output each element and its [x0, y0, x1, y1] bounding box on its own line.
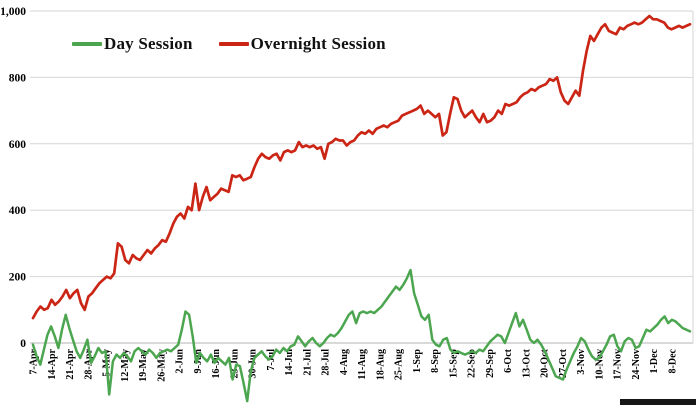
x-axis-tick-label: 29-Sep: [485, 349, 496, 378]
x-axis-tick-label: 8-Sep: [430, 349, 441, 373]
x-axis-tick-label: 6-Oct: [503, 348, 514, 373]
y-axis-tick-label: 1,000: [0, 6, 26, 18]
x-axis-tick-label: 26-May: [156, 349, 167, 382]
x-axis-tick-label: 4-Aug: [339, 349, 350, 375]
x-axis-tick-label: 18-Aug: [375, 349, 386, 380]
x-axis-tick-label: 17-Nov: [613, 349, 624, 380]
x-axis-tick-label: 27-Oct: [558, 348, 569, 378]
x-axis-tick-label: 7-Apr: [29, 348, 40, 374]
y-axis-tick-label: 800: [9, 72, 27, 84]
y-axis-tick-label: 200: [9, 272, 27, 284]
legend-item-overnight-session: Overnight Session: [218, 34, 386, 54]
x-axis-tick-label: 15-Sep: [448, 349, 459, 378]
y-axis-tick-label: 600: [9, 139, 27, 151]
y-axis-tick-label: 400: [9, 205, 27, 217]
x-axis-tick-label: 12-May: [120, 349, 131, 382]
x-axis-tick-label: 21-Jul: [302, 349, 313, 376]
x-axis-tick-label: 1-Dec: [649, 348, 660, 373]
x-axis-tick-label: 2-Jun: [175, 349, 186, 374]
watermark-bar: [620, 399, 696, 405]
x-axis-tick-label: 13-Oct: [521, 348, 532, 378]
day-session-line-swatch: [72, 42, 102, 46]
overnight-session-line: [31, 14, 692, 320]
x-axis-tick-label: 21-Apr: [65, 348, 76, 379]
x-axis-tick-label: 22-Sep: [467, 349, 478, 378]
chart-legend: Day Session Overnight Session: [72, 34, 386, 54]
overnight-session-line-swatch: [218, 42, 249, 46]
legend-label-overnight-session: Overnight Session: [250, 34, 386, 53]
day-session-line: [31, 268, 692, 403]
y-axis-tick-label: 0: [20, 338, 26, 350]
x-axis-tick-label: 16-Jun: [211, 349, 222, 379]
x-axis-tick-label: 10-Nov: [594, 349, 605, 380]
x-axis-tick-label: 1-Sep: [412, 349, 423, 373]
x-axis-tick-label: 7-Jul: [266, 349, 277, 371]
x-axis-tick-label: 3-Nov: [576, 349, 587, 375]
x-axis-tick-label: 25-Aug: [394, 349, 405, 380]
x-axis-tick-label: 28-Jul: [321, 349, 332, 376]
x-axis-tick-label: 14-Jul: [284, 349, 295, 376]
x-axis-tick-label: 11-Aug: [357, 349, 368, 380]
x-axis-tick-label: 28-Apr: [83, 348, 94, 379]
x-axis-tick-label: 8-Dec: [668, 348, 679, 373]
legend-label-day-session: Day Session: [104, 34, 193, 53]
x-axis-tick-label: 14-Apr: [47, 348, 58, 379]
x-axis-tick-label: 20-Oct: [540, 348, 551, 378]
x-axis-tick-label: 19-May: [138, 349, 149, 382]
legend-item-day-session: Day Session: [72, 34, 193, 54]
x-axis-tick-label: 23-Jun: [229, 349, 240, 379]
x-axis-tick-label: 24-Nov: [631, 349, 642, 380]
